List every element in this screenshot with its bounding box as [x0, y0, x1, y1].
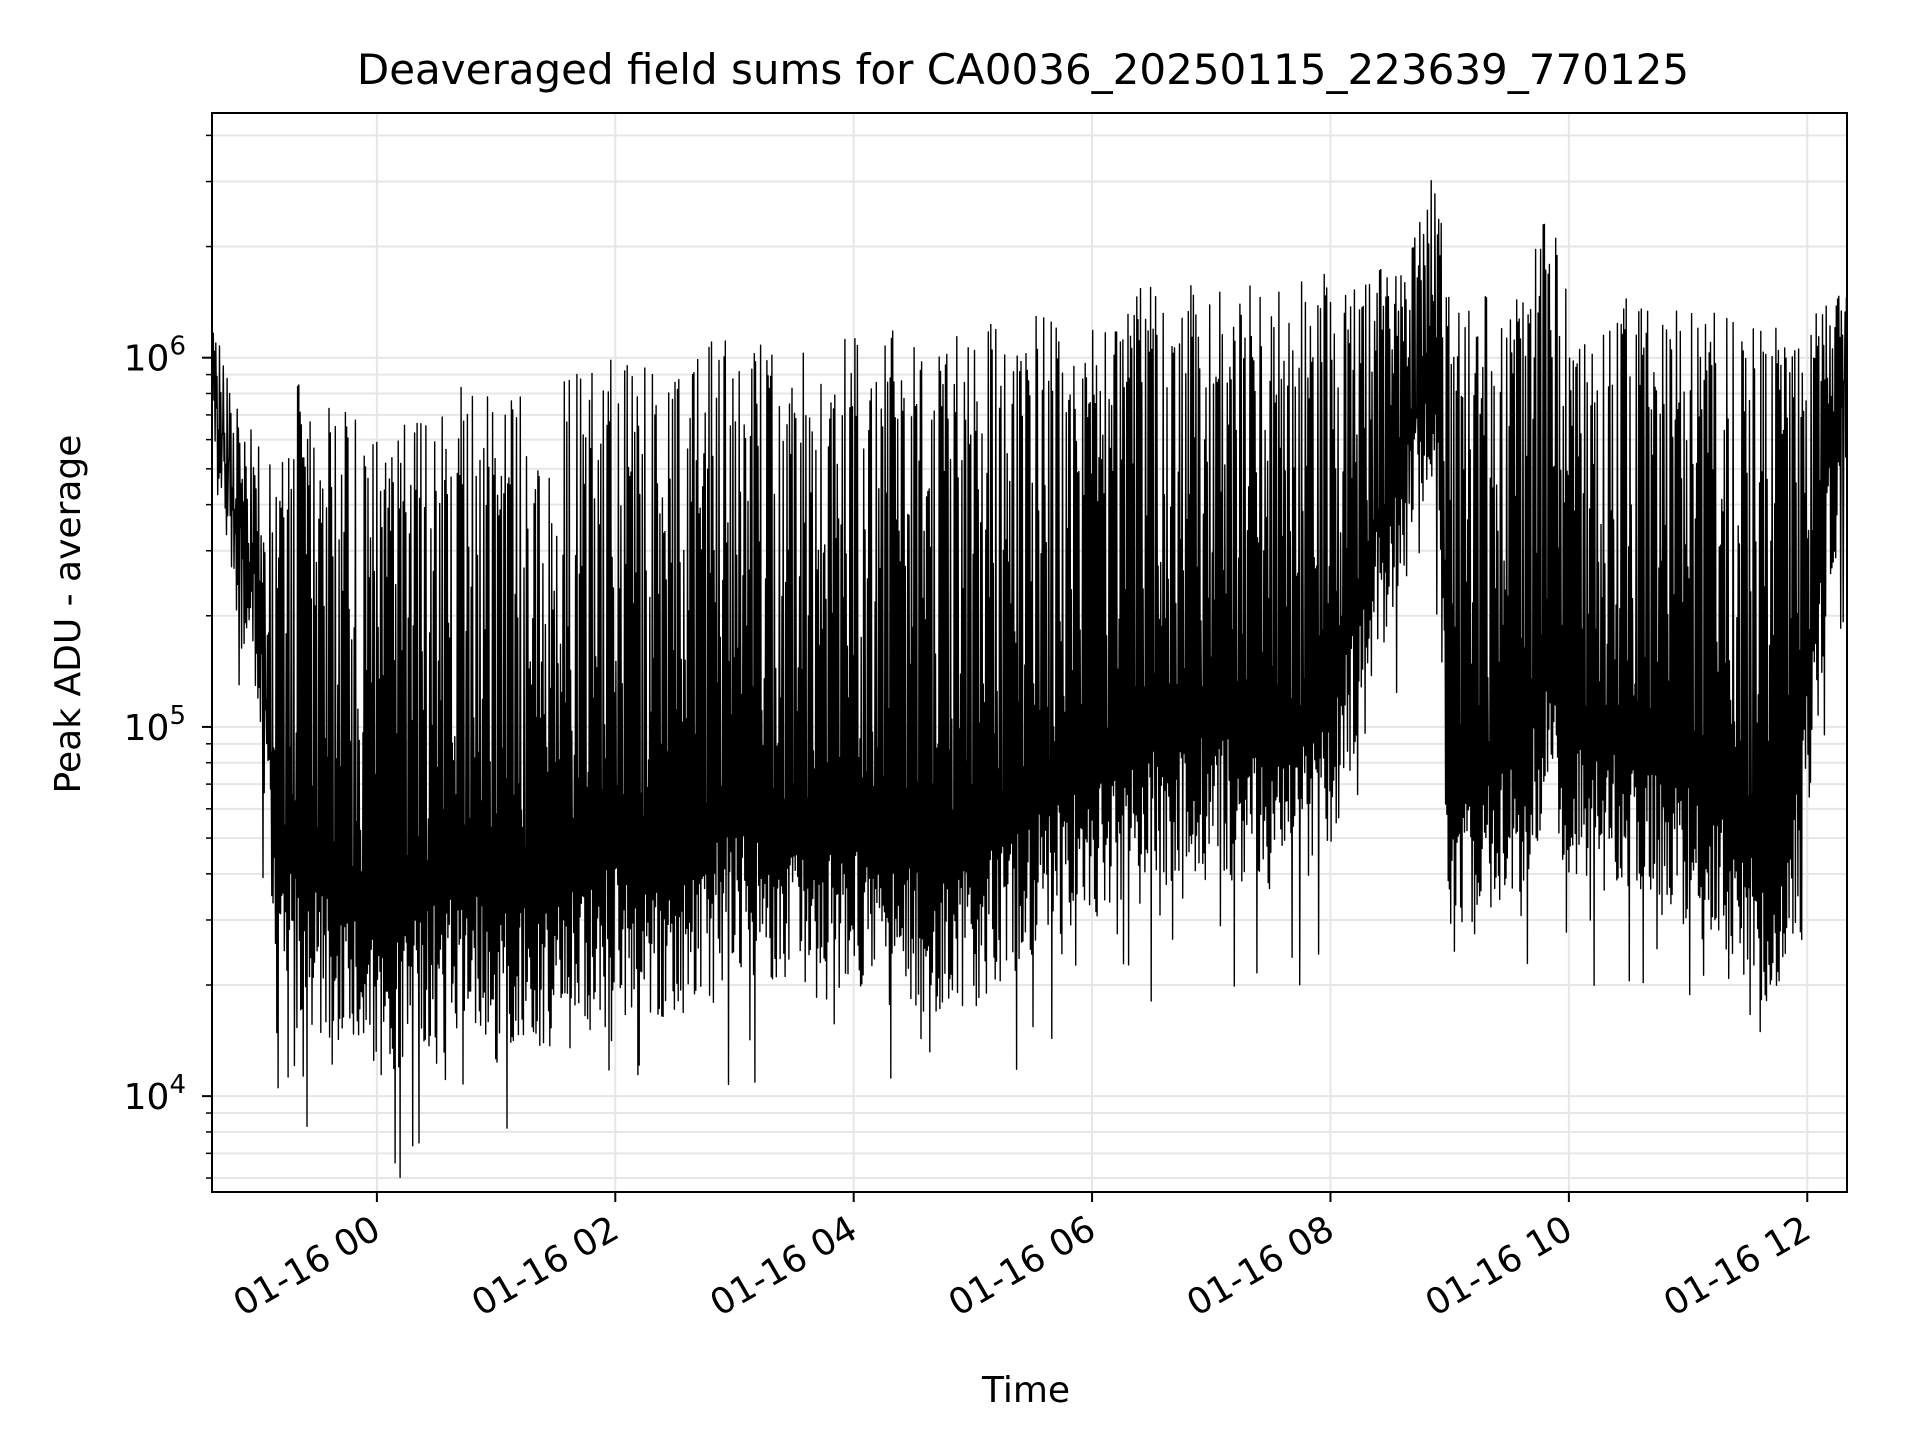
x-axis-label: Time	[981, 1370, 1070, 1411]
data-line	[211, 179, 1848, 1179]
y-axis-label: Peak ADU - average	[48, 435, 89, 794]
y-tick-label: 104	[124, 1070, 186, 1118]
y-axis-ticks: 104 105 106	[124, 134, 212, 1179]
chart-title: Deaveraged field sums for CA0036_2025011…	[357, 45, 1689, 94]
plot-area-frame	[211, 112, 1848, 1193]
y-tick-label: 106	[124, 332, 186, 380]
y-tick-label: 105	[124, 701, 186, 749]
series-line	[211, 179, 1848, 1179]
